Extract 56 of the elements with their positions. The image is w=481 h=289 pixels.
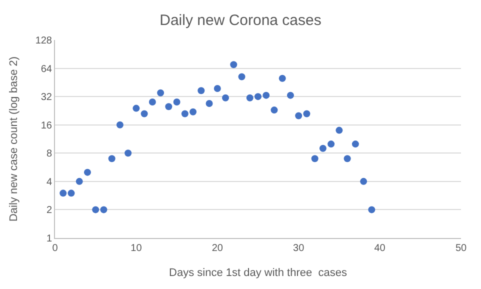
point: [319, 144, 326, 152]
point: [222, 94, 230, 102]
point: [60, 190, 67, 197]
point: [190, 108, 197, 116]
point: [303, 110, 310, 118]
y-tick-label: 64: [40, 64, 52, 75]
point: [278, 74, 286, 82]
point: [100, 206, 108, 214]
y-tick-label: 8: [46, 148, 52, 160]
y-tick-label: 32: [40, 92, 52, 104]
y-tick-label: 1: [46, 234, 52, 244]
x-tick-label: 30: [293, 243, 305, 254]
y-tick-label: 128: [35, 36, 52, 46]
y-tick-label: 2: [46, 205, 52, 216]
point: [238, 73, 246, 80]
point: [76, 178, 83, 185]
x-tick-label: 0: [52, 243, 58, 254]
point: [360, 178, 368, 185]
x-axis-title: Days since 1st day with three cases: [169, 267, 348, 280]
point: [328, 140, 335, 148]
point: [352, 140, 359, 148]
point: [344, 155, 351, 162]
x-tick-label: 10: [130, 243, 142, 254]
y-axis-title: Daily new case count (log base 2): [8, 56, 20, 222]
point: [286, 92, 294, 99]
x-tick-label: 50: [455, 243, 467, 254]
point: [84, 168, 91, 176]
point: [68, 190, 75, 197]
point: [295, 112, 302, 120]
point: [157, 89, 164, 96]
x-tick-label: 20: [212, 243, 224, 254]
point: [116, 121, 124, 128]
point: [246, 94, 254, 102]
point: [132, 104, 140, 112]
point: [254, 93, 262, 100]
point: [262, 92, 270, 99]
point: [230, 61, 238, 68]
point: [124, 150, 132, 157]
point: [198, 87, 205, 94]
point: [165, 103, 172, 110]
point: [108, 155, 116, 162]
chart-title: Daily new Corona cases: [160, 12, 322, 29]
y-tick-label: 16: [40, 120, 52, 132]
point: [206, 100, 213, 107]
point: [214, 85, 221, 92]
y-tick-label: 4: [46, 176, 52, 188]
point: [368, 206, 376, 214]
point: [181, 110, 188, 118]
point: [92, 206, 100, 214]
point: [148, 98, 156, 106]
x-tick-label: 40: [374, 243, 386, 254]
point: [311, 155, 318, 162]
point: [270, 106, 278, 114]
point: [173, 98, 180, 106]
point: [140, 110, 148, 118]
point: [336, 126, 343, 134]
